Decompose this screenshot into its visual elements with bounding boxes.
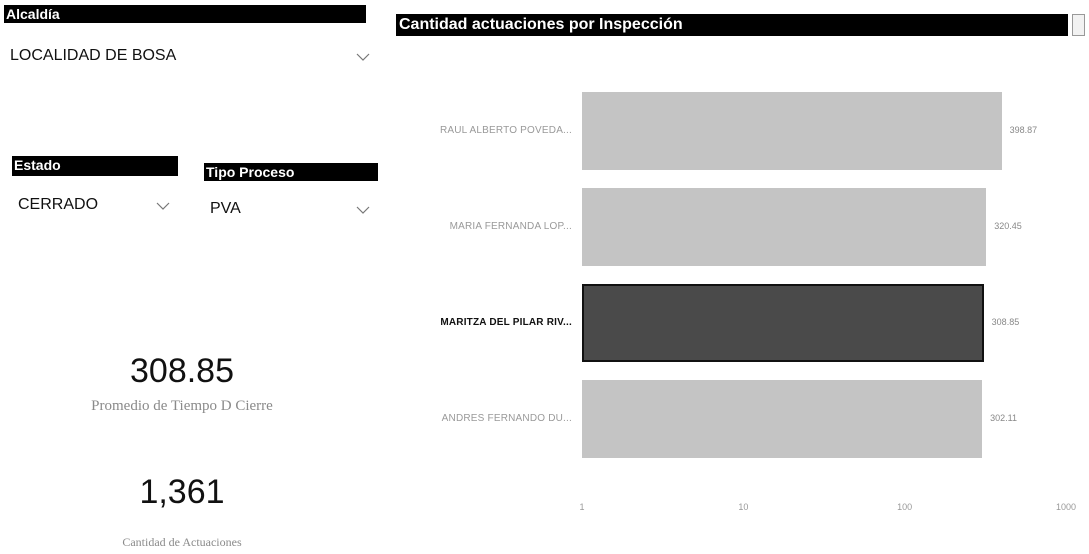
bar-chart: RAUL ALBERTO POVEDA... 398.87 MARIA FERNAN… (396, 40, 1089, 554)
category-label[interactable]: RAUL ALBERTO POVEDA... (439, 125, 572, 136)
data-label: 302.11 (990, 413, 1017, 423)
alcaldia-slicer[interactable]: LOCALIDAD DE BOSA (4, 40, 376, 70)
chevron-down-icon[interactable] (356, 52, 370, 62)
alcaldia-slicer-header: Alcaldía (4, 5, 366, 23)
bar-1[interactable] (582, 92, 1002, 170)
kpi-promedio-label: Promedio de Tiempo D Cierre (91, 398, 273, 414)
data-label: 320.45 (994, 221, 1022, 231)
chart-title: Cantidad actuaciones por Inspección (396, 14, 1068, 36)
category-label[interactable]: ANDRES FERNANDO DU... (441, 413, 572, 424)
kpi-actuaciones-value: 1,361 (139, 473, 225, 511)
kpi-promedio-value: 308.85 (130, 352, 234, 390)
tipo-proceso-slicer-header: Tipo Proceso (204, 163, 378, 181)
estado-slicer-header: Estado (12, 156, 178, 176)
x-tick-label: 100 (897, 502, 913, 512)
focus-mode-icon[interactable] (1072, 14, 1085, 36)
category-label[interactable]: MARIA FERNANDA LOP... (449, 221, 572, 232)
data-label: 398.87 (1009, 125, 1038, 135)
chevron-down-icon[interactable] (156, 201, 170, 211)
category-label[interactable]: MARITZA DEL PILAR RIV... (440, 317, 572, 328)
chevron-down-icon[interactable] (356, 205, 370, 215)
x-tick-label: 1 (579, 502, 585, 512)
bar-2[interactable] (582, 188, 987, 266)
bar-3[interactable] (582, 284, 984, 362)
estado-value: CERRADO (18, 196, 99, 213)
estado-slicer[interactable]: CERRADO (12, 190, 180, 220)
tipo-proceso-value: PVA (210, 200, 241, 217)
data-label: 308.85 (991, 317, 1020, 327)
x-tick-label: 1000 (1055, 502, 1077, 512)
bar-4[interactable] (582, 380, 983, 458)
tipo-proceso-slicer[interactable]: PVA (204, 193, 378, 223)
x-tick-label: 10 (738, 502, 749, 512)
alcaldia-value: LOCALIDAD DE BOSA (10, 47, 177, 64)
kpi-actuaciones-label: Cantidad de Actuaciones (122, 535, 242, 549)
